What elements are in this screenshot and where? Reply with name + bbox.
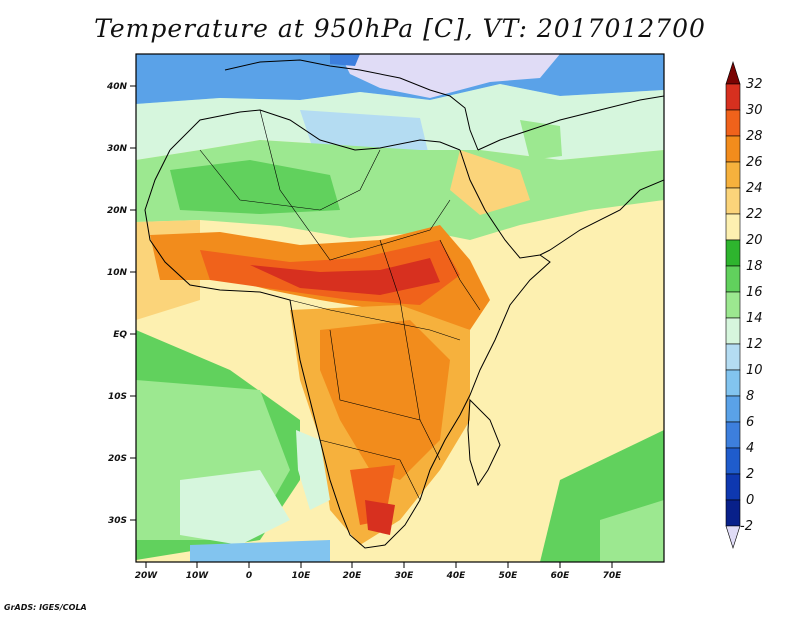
field-europe-coldest <box>340 54 560 98</box>
x-tick-label: 20W <box>135 571 159 581</box>
colorbar-label: -2 <box>740 519 753 534</box>
colorbar-label: 18 <box>746 259 763 274</box>
x-tick-label: 20E <box>343 571 363 581</box>
colorbar-label: 4 <box>746 441 754 456</box>
border-2 <box>259 109 451 261</box>
y-tick-label: 20S <box>108 454 127 464</box>
y-tick-label: 10N <box>107 268 128 278</box>
border-1 <box>199 149 381 211</box>
x-tick-label: 50E <box>499 571 519 581</box>
colorbar-label: 14 <box>746 311 763 326</box>
colorbar-swatch <box>725 369 741 397</box>
field-south-hot <box>365 500 395 535</box>
x-tick-label: 70E <box>603 571 623 581</box>
colorbar-labels: 32 30 28 26 24 22 20 18 16 14 12 10 8 6 … <box>740 77 763 534</box>
x-axis: 20W 10W 0 10E 20E 30E 40E 50E 60E 70E <box>135 562 622 581</box>
colorbar-swatch <box>725 239 741 267</box>
colorbar-label: 16 <box>746 285 763 300</box>
y-axis: 40N 30N 20N 10N EQ 10S 20S 30S <box>106 82 136 526</box>
colorbar-label: 32 <box>746 77 763 92</box>
colorbar-swatch <box>725 317 741 345</box>
colorbar-swatch <box>725 291 741 319</box>
chart-title: Temperature at 950hPa [C], VT: 201701270… <box>94 14 706 43</box>
colorbar-swatch <box>725 161 741 189</box>
border-6 <box>379 239 421 421</box>
mediterranean-north-coast <box>224 59 479 151</box>
y-tick-label: 40N <box>106 82 128 92</box>
border-3 <box>289 299 461 341</box>
footer-credit: GrADS: IGES/COLA <box>4 603 87 612</box>
colorbar-swatch <box>725 395 741 423</box>
colorbar-label: 0 <box>746 493 754 508</box>
colorbar-label: 2 <box>746 467 754 482</box>
colorbar-label: 12 <box>746 337 763 352</box>
border-5 <box>319 439 421 501</box>
field-indian-far-south <box>600 500 664 562</box>
coastlines <box>144 59 664 549</box>
colorbar-swatch <box>725 61 741 85</box>
field-alps <box>330 54 360 66</box>
colorbar-label: 28 <box>746 129 763 144</box>
colorbar-swatch <box>725 135 741 163</box>
colorbar-label: 22 <box>746 207 763 222</box>
y-tick-label: 20N <box>107 206 128 216</box>
colorbar-swatch <box>725 187 741 215</box>
colorbar-label: 26 <box>746 155 763 170</box>
asia-coast <box>477 95 664 151</box>
y-tick-label: 10S <box>108 392 127 402</box>
north-africa-coast <box>169 109 461 151</box>
map-area <box>136 54 664 562</box>
colorbar-swatch <box>725 343 741 371</box>
colorbar-swatch <box>725 83 741 111</box>
colorbar-swatch <box>725 265 741 293</box>
x-tick-label: 10E <box>292 571 312 581</box>
field-sahel-hottest <box>250 258 440 295</box>
colorbar-swatch <box>725 421 741 449</box>
field-far-south <box>190 540 330 562</box>
field-congo-hot <box>320 320 450 480</box>
field-egypt-warm <box>450 150 530 215</box>
colorbar-label: 10 <box>746 363 763 378</box>
field-west-sahara <box>170 160 340 214</box>
arabia-coast <box>549 179 664 251</box>
x-tick-label: 40E <box>446 571 467 581</box>
colorbar-label: 30 <box>746 103 763 118</box>
colorbar-swatch <box>725 109 741 137</box>
border-4 <box>329 329 441 461</box>
y-tick-label: EQ <box>113 330 127 340</box>
madagascar-coast <box>467 398 501 487</box>
x-tick-label: 10W <box>186 571 210 581</box>
colorbar-swatch <box>725 525 741 549</box>
colorbar-label: 8 <box>746 389 754 404</box>
field-south-atlantic-cooler <box>180 470 290 545</box>
map-frame <box>135 53 665 563</box>
border-7 <box>439 239 481 311</box>
y-tick-label: 30N <box>107 144 128 154</box>
colorbar-swatch <box>725 499 741 527</box>
colorbar-swatch <box>725 213 741 241</box>
colorbar-swatch <box>725 447 741 475</box>
x-tick-label: 60E <box>551 571 571 581</box>
field-namib-coast <box>296 430 330 510</box>
colorbar-label: 6 <box>746 415 754 430</box>
y-tick-label: 30S <box>108 516 127 526</box>
africa-coast <box>144 149 551 549</box>
colorbar <box>725 61 741 549</box>
colorbar-label: 20 <box>746 233 763 248</box>
colorbar-label: 24 <box>746 181 763 196</box>
country-borders <box>199 109 481 501</box>
x-tick-label: 30E <box>395 571 415 581</box>
x-tick-label: 0 <box>246 571 252 581</box>
colorbar-swatch <box>725 473 741 501</box>
